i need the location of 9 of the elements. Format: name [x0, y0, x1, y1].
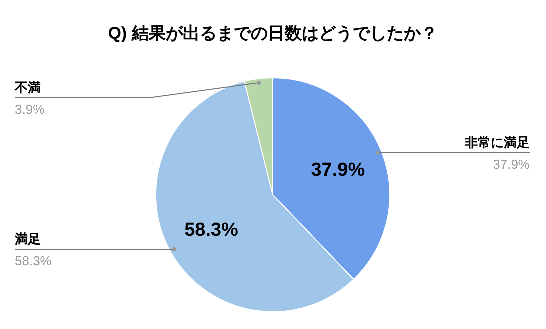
- data-label: 37.9%: [311, 160, 366, 181]
- text: 37.9%: [493, 156, 530, 172]
- slice-label: 非常に満足: [464, 134, 530, 150]
- data-label: 58.3%: [184, 220, 239, 241]
- slice-label: 満足: [14, 232, 41, 246]
- slice-label: 不満: [14, 80, 41, 95]
- text: 58.3%: [15, 254, 52, 268]
- data-label: 3.9%: [15, 102, 46, 117]
- chart-title: Q) 結果が出るまでの日数はどうでしたか？: [108, 24, 438, 43]
